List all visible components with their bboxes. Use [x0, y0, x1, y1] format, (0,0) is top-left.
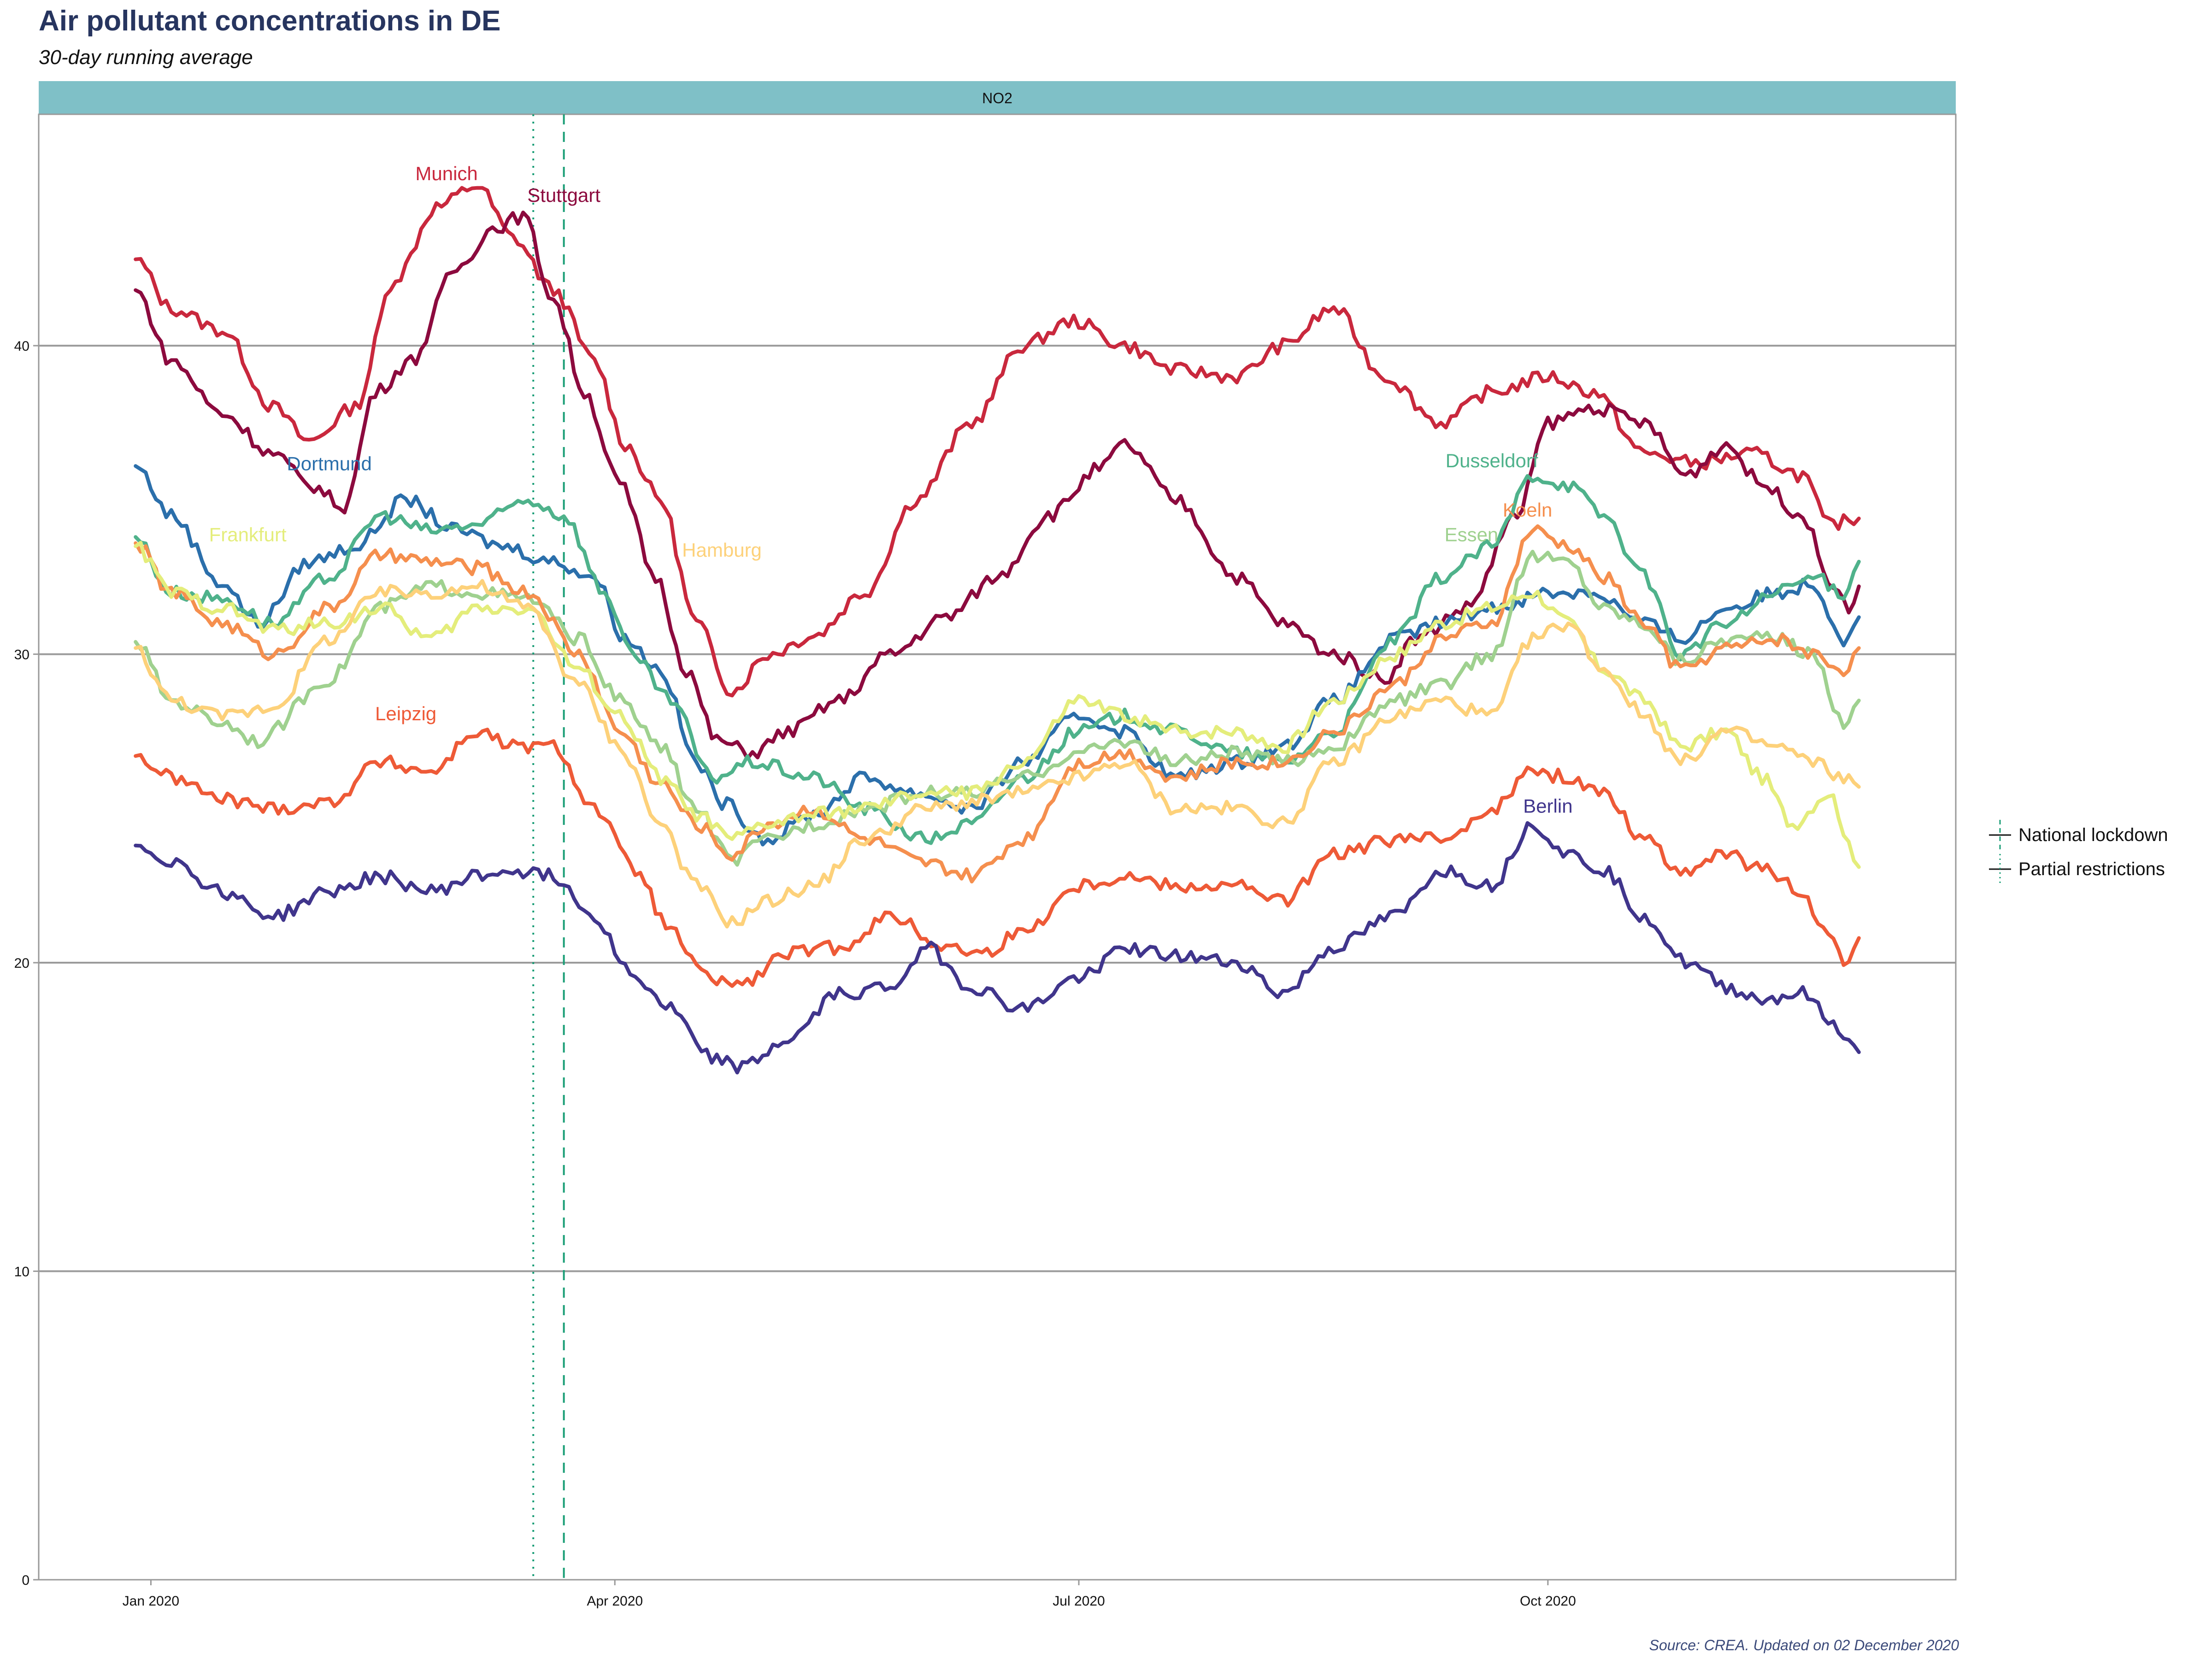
- y-axis: 0 10 20 30 40: [14, 339, 39, 1588]
- plot-panel: [38, 113, 1957, 1581]
- series-label-munich: Munich: [415, 163, 477, 184]
- series-line-dusseldorf: [134, 474, 1861, 845]
- series-label-berlin: Berlin: [1523, 795, 1572, 817]
- chart-caption: Source: CREA. Updated on 02 December 202…: [1649, 1637, 1959, 1653]
- chart-title: Air pollutant concentrations in DE: [39, 5, 501, 37]
- series-label-hamburg: Hamburg: [682, 539, 762, 561]
- legend-key-dotted: [1986, 852, 2014, 886]
- legend-label: National lockdown: [2018, 824, 2168, 845]
- gridlines: [39, 345, 1956, 1272]
- series-line-frankfurt: [134, 541, 1861, 869]
- series-line-leipzig: [134, 728, 1861, 988]
- series-label-frankfurt: Frankfurt: [209, 524, 287, 545]
- y-tick-label: 10: [14, 1265, 29, 1280]
- series-line-berlin: [134, 821, 1861, 1075]
- series-label-koeln: Koeln: [1503, 499, 1552, 521]
- facet-strip: [39, 81, 1956, 114]
- x-axis: Jan 2020 Apr 2020 Jul 2020 Oct 2020: [123, 1580, 1576, 1609]
- series-labels: Munich Stuttgart Dortmund Dusseldorf EssenKo…: [209, 163, 1573, 817]
- series-line-stuttgart: [134, 211, 1861, 761]
- y-tick-label: 30: [14, 647, 29, 663]
- chart-subtitle: 30-day running average: [39, 46, 253, 69]
- series-line-munich: [134, 186, 1861, 698]
- legend-item-partial-restrictions: Partial restrictions: [1986, 852, 2168, 886]
- facet-label: NO2: [982, 90, 1012, 106]
- y-tick-label: 40: [14, 339, 29, 354]
- series-label-leipzig: Leipzig: [375, 703, 436, 724]
- legend-item-national-lockdown: National lockdown: [1986, 818, 2168, 852]
- x-tick-label: Jul 2020: [1053, 1594, 1105, 1609]
- x-tick-label: Jan 2020: [123, 1594, 179, 1609]
- series-label-essen: Essen: [1445, 524, 1499, 545]
- series-label-dusseldorf: Dusseldorf: [1446, 450, 1538, 471]
- series-line-koeln: [134, 524, 1861, 883]
- series-label-dortmund: Dortmund: [287, 453, 371, 475]
- legend-label: Partial restrictions: [2018, 859, 2165, 879]
- series-line-hamburg: [134, 579, 1861, 929]
- x-tick-label: Apr 2020: [587, 1594, 643, 1609]
- legend: National lockdown Partial restrictions: [1986, 818, 2168, 886]
- y-tick-label: 0: [22, 1573, 29, 1588]
- series-line-essen: [134, 550, 1861, 867]
- y-tick-label: 20: [14, 956, 29, 971]
- series-lines: [134, 186, 1861, 1075]
- x-tick-label: Oct 2020: [1520, 1594, 1576, 1609]
- reference-lines: [532, 114, 565, 1580]
- series-label-stuttgart: Stuttgart: [527, 184, 600, 206]
- legend-key-dashed: [1986, 818, 2014, 852]
